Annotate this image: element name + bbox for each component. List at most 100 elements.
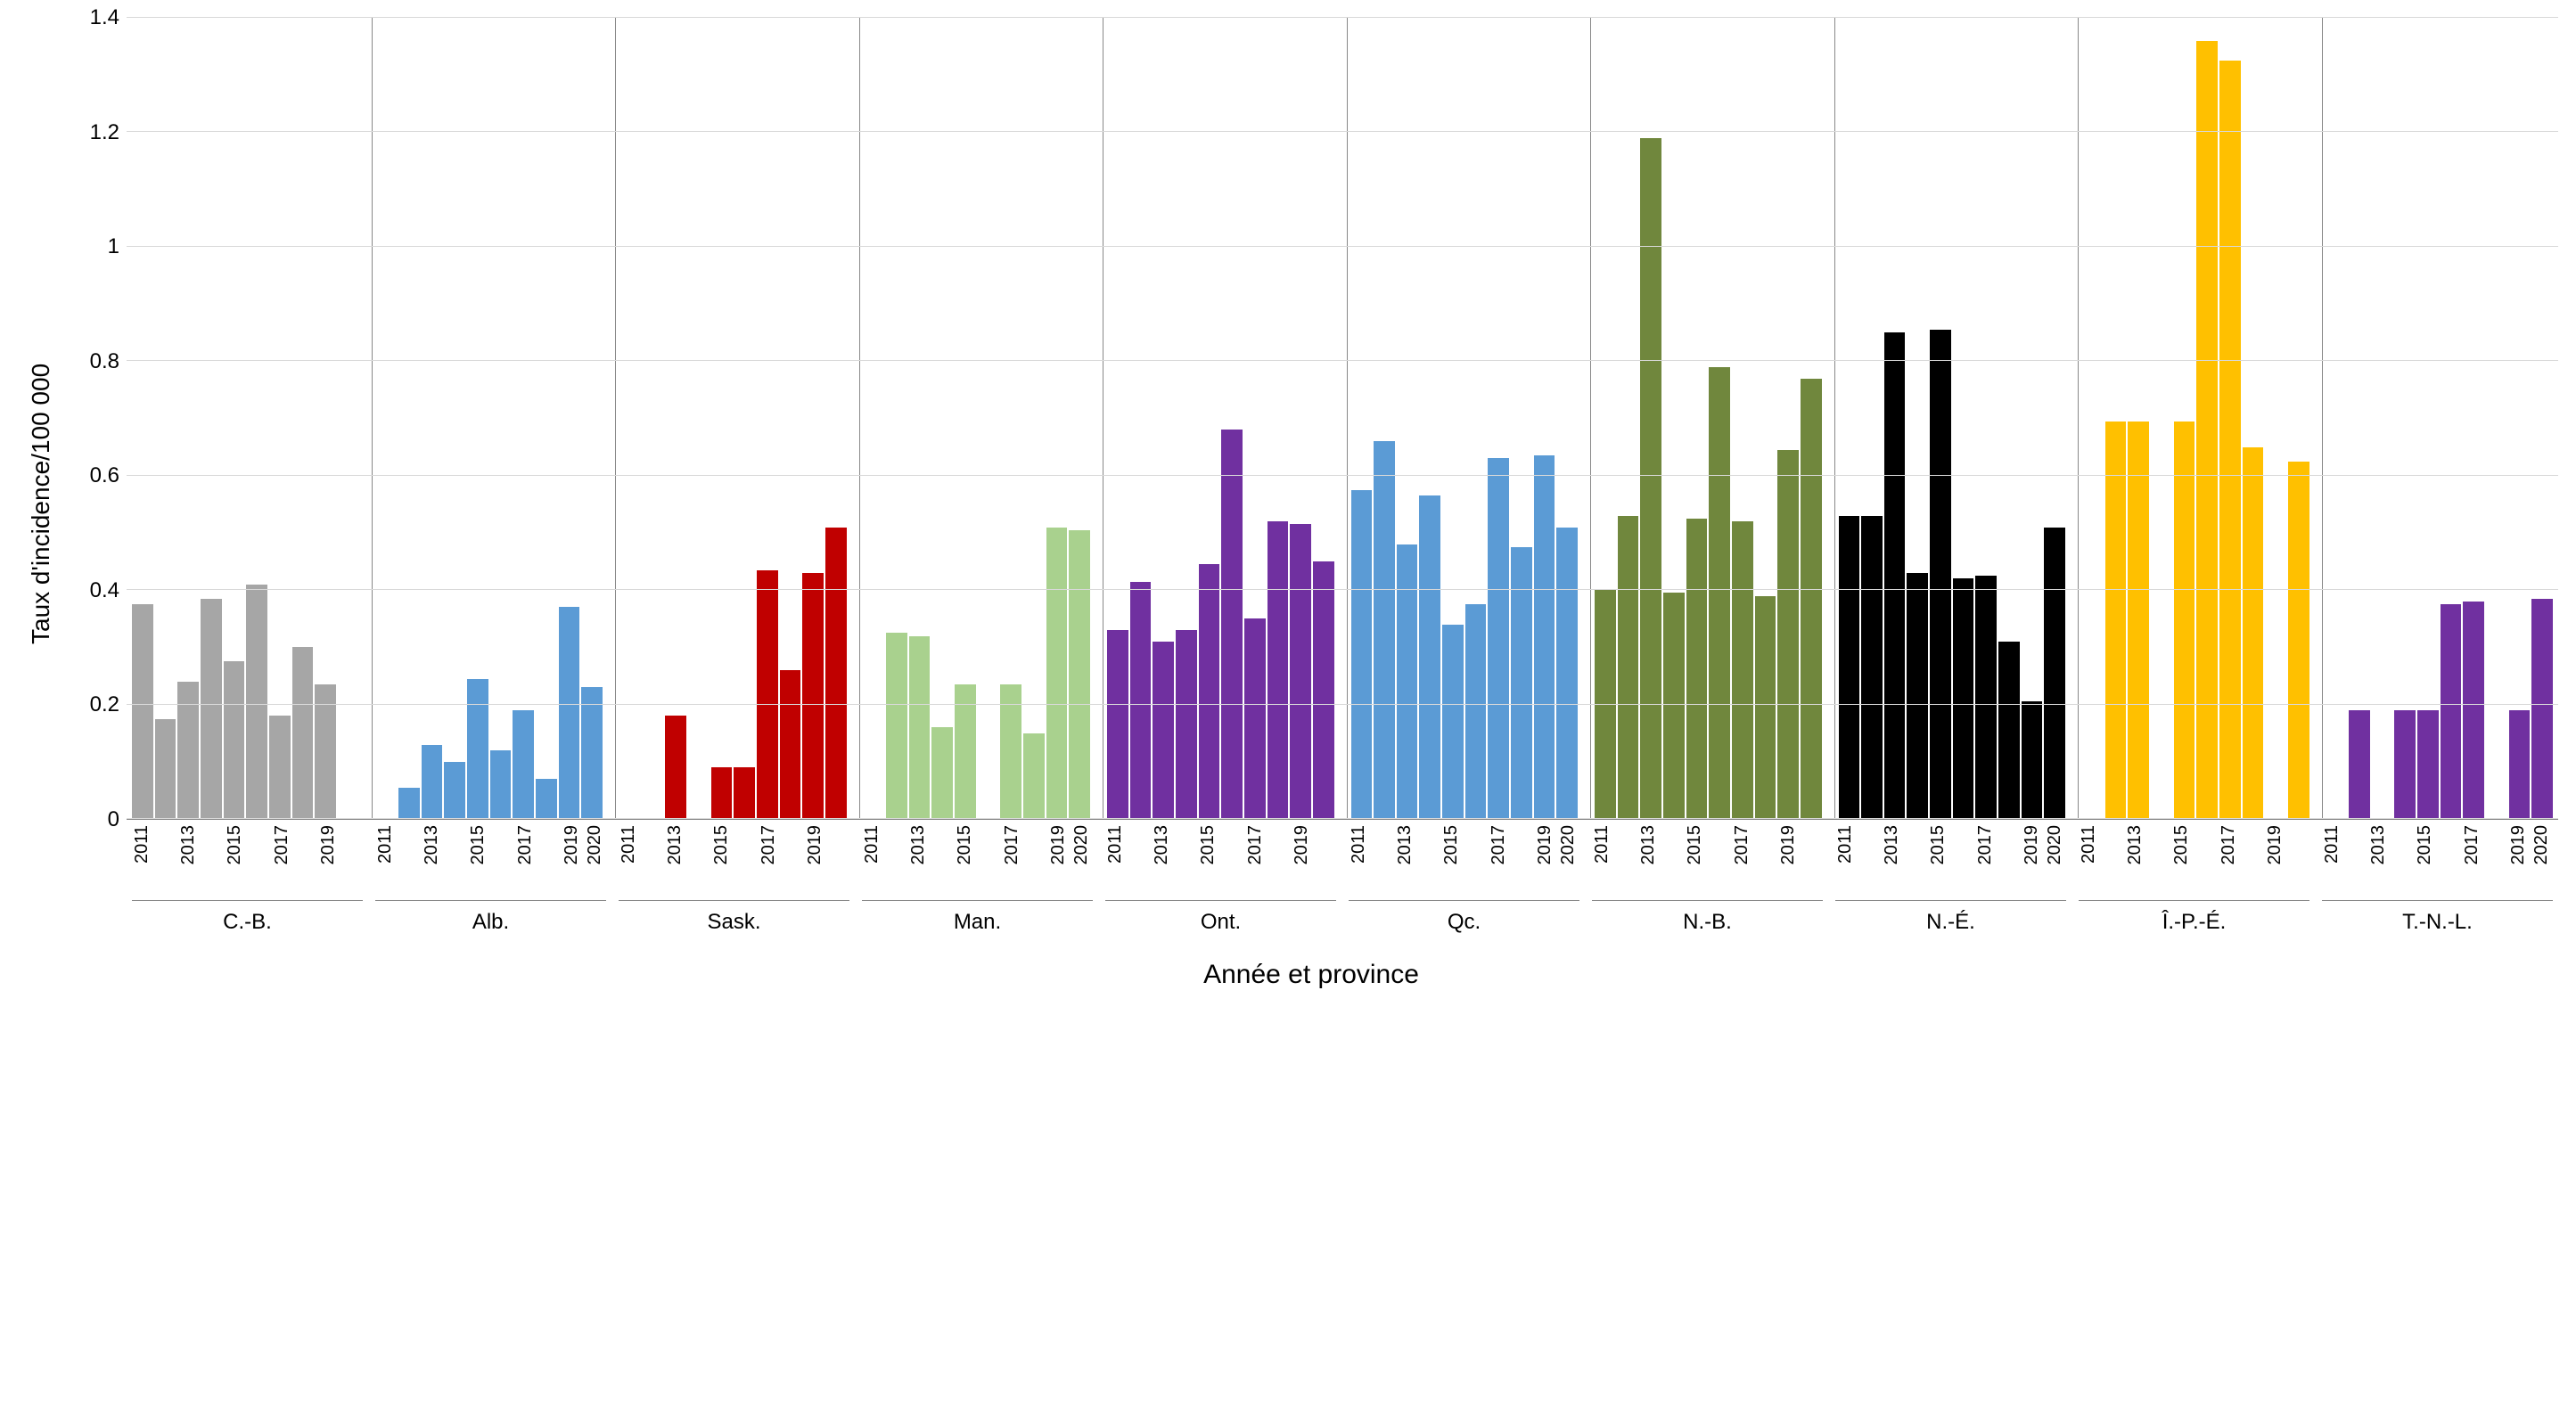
bar bbox=[1244, 618, 1266, 819]
bar bbox=[1130, 582, 1152, 819]
bar bbox=[224, 661, 245, 819]
bar bbox=[581, 687, 603, 819]
x-tick-year: 2017 bbox=[1002, 825, 1023, 865]
x-tick-year: 2011 bbox=[619, 825, 640, 864]
bar bbox=[1267, 521, 1289, 819]
bar bbox=[1640, 138, 1661, 819]
x-tick-year: 2017 bbox=[272, 825, 293, 865]
gridline bbox=[127, 589, 2558, 590]
y-tick-label: 0.4 bbox=[90, 578, 119, 603]
gridline bbox=[127, 818, 2558, 819]
province-group bbox=[1834, 18, 2066, 819]
gridline bbox=[127, 704, 2558, 705]
bar bbox=[1839, 516, 1860, 819]
bar bbox=[2022, 701, 2043, 819]
x-axis-group: 2011201220132014201520162017201820192020… bbox=[2079, 820, 2309, 935]
y-tick-label: 1 bbox=[108, 234, 119, 259]
bar bbox=[1046, 528, 1068, 819]
bar bbox=[1556, 528, 1578, 819]
bar bbox=[398, 788, 420, 819]
x-tick-year: 2011 bbox=[1592, 825, 1613, 864]
bar bbox=[2417, 710, 2439, 819]
bar bbox=[1998, 642, 2020, 819]
x-axis-years: 2011201220132014201520162017201820192020 bbox=[619, 820, 849, 900]
province-group bbox=[615, 18, 847, 819]
x-tick-year: 2011 bbox=[862, 825, 883, 864]
bar bbox=[1442, 625, 1464, 819]
bar bbox=[1351, 490, 1373, 819]
x-tick-year: 2013 bbox=[2125, 825, 2146, 865]
x-tick-year: 2020 bbox=[2531, 825, 2553, 865]
bar bbox=[2105, 422, 2127, 819]
province-group bbox=[859, 18, 1091, 819]
x-tick-year: 2019 bbox=[1535, 825, 1556, 865]
x-tick-year: 2011 bbox=[1105, 825, 1127, 864]
x-axis-years: 2011201220132014201520162017201820192020 bbox=[862, 820, 1093, 900]
x-tick-year: 2011 bbox=[1835, 825, 1857, 864]
bar bbox=[1488, 458, 1509, 819]
incidence-chart: Taux d'incidence/100 000 00.20.40.60.811… bbox=[18, 18, 2558, 990]
x-tick-year: 2017 bbox=[1975, 825, 1997, 865]
bar bbox=[1884, 332, 1906, 819]
bar bbox=[315, 684, 336, 819]
bar bbox=[2349, 710, 2370, 819]
x-tick-year: 2020 bbox=[2045, 825, 2066, 865]
x-axis-years: 2011201220132014201520162017201820192020 bbox=[2322, 820, 2553, 900]
bar bbox=[1861, 516, 1883, 819]
x-axis-group: 2011201220132014201520162017201820192020… bbox=[1835, 820, 2066, 935]
bar bbox=[246, 585, 267, 819]
bar bbox=[955, 684, 976, 819]
x-tick-year: 2020 bbox=[1558, 825, 1579, 865]
bar bbox=[2219, 61, 2241, 819]
x-axis-group: 2011201220132014201520162017201820192020… bbox=[862, 820, 1093, 935]
bar bbox=[1732, 521, 1753, 819]
x-tick-year: 2015 bbox=[2415, 825, 2436, 865]
gridline bbox=[127, 17, 2558, 18]
province-group bbox=[1590, 18, 1822, 819]
bar bbox=[1511, 547, 1532, 819]
x-tick-year: 2013 bbox=[1152, 825, 1173, 865]
x-tick-province: Man. bbox=[862, 900, 1093, 935]
bar bbox=[1290, 524, 1311, 819]
x-axis-group: 2011201220132014201520162017201820192020… bbox=[1349, 820, 1579, 935]
province-group bbox=[1347, 18, 1579, 819]
x-tick-year: 2019 bbox=[1292, 825, 1313, 865]
bar bbox=[2463, 602, 2484, 819]
bar bbox=[1755, 596, 1776, 819]
x-tick-year: 2013 bbox=[665, 825, 686, 865]
bar bbox=[1419, 495, 1440, 819]
bar bbox=[2044, 528, 2065, 819]
y-tick-label: 0 bbox=[108, 807, 119, 832]
x-tick-year: 2015 bbox=[468, 825, 489, 865]
bar bbox=[1534, 455, 1555, 819]
x-tick-province: N.-B. bbox=[1592, 900, 1823, 935]
bar bbox=[2243, 447, 2264, 819]
x-tick-year: 2017 bbox=[1245, 825, 1267, 865]
bar bbox=[1618, 516, 1639, 819]
bar bbox=[1465, 604, 1487, 819]
bar bbox=[155, 719, 176, 819]
x-tick-year: 2011 bbox=[2079, 825, 2100, 864]
y-tick-label: 1.4 bbox=[90, 5, 119, 30]
x-tick-year: 2019 bbox=[318, 825, 340, 865]
bar bbox=[513, 710, 534, 819]
province-group bbox=[132, 18, 359, 819]
gridline bbox=[127, 360, 2558, 361]
bar bbox=[1663, 593, 1685, 819]
bar bbox=[2441, 604, 2462, 819]
x-tick-year: 2015 bbox=[2171, 825, 2193, 865]
x-axis-group: 2011201220132014201520162017201820192020… bbox=[619, 820, 849, 935]
province-group bbox=[2078, 18, 2309, 819]
bar bbox=[825, 528, 847, 819]
x-tick-year: 2019 bbox=[2022, 825, 2043, 865]
x-tick-year: 2013 bbox=[422, 825, 443, 865]
bar bbox=[802, 573, 824, 819]
bar bbox=[292, 647, 314, 819]
x-tick-province: Ont. bbox=[1105, 900, 1336, 935]
x-tick-year: 2017 bbox=[759, 825, 780, 865]
x-tick-year: 2020 bbox=[1071, 825, 1093, 865]
x-axis-years: 2011201220132014201520162017201820192020 bbox=[132, 820, 363, 900]
bar bbox=[1313, 561, 1334, 819]
x-axis: 2011201220132014201520162017201820192020… bbox=[64, 820, 2558, 935]
province-group bbox=[2322, 18, 2554, 819]
